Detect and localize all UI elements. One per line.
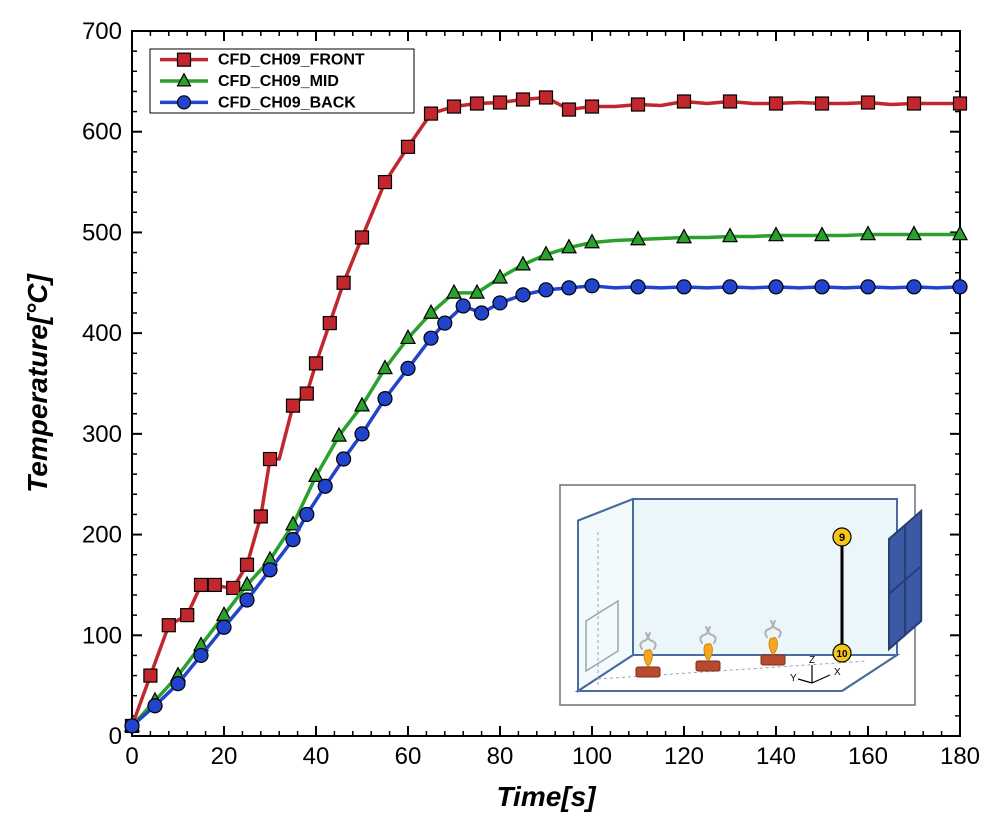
y-tick-label: 300 (82, 421, 122, 448)
x-tick-label: 0 (125, 743, 138, 770)
x-tick-label: 100 (572, 743, 612, 770)
x-tick-label: 80 (487, 743, 514, 770)
temperature-time-chart: 0 20 40 60 80 100 120 140 160 180 0 100 200 300 400 500… (0, 0, 992, 819)
sensor-10-label: 10 (836, 649, 848, 660)
x-tick-label: 120 (664, 743, 704, 770)
y-tick-label: 400 (82, 320, 122, 347)
sensor-9-label: 9 (839, 532, 845, 544)
legend: CFD_CH09_FRONT CFD_CH09_MID CFD_CH09_BACK (150, 49, 414, 113)
svg-text:Z: Z (809, 655, 815, 666)
y-tick-label: 100 (82, 622, 122, 649)
svg-text:X: X (834, 667, 841, 678)
y-axis-label: Temperature[°C] (22, 273, 53, 493)
y-tick-label: 500 (82, 219, 122, 246)
x-axis-label: Time[s] (496, 781, 597, 812)
x-tick-label: 40 (303, 743, 330, 770)
legend-label: CFD_CH09_FRONT (218, 52, 365, 69)
x-tick-label: 140 (756, 743, 796, 770)
x-tick-label: 60 (395, 743, 422, 770)
room-inset: 9 10 X Y Z (560, 485, 921, 705)
y-tick-label: 700 (82, 18, 122, 45)
svg-text:Y: Y (790, 673, 797, 684)
x-tick-label: 180 (940, 743, 980, 770)
x-tick-label: 160 (848, 743, 888, 770)
y-tick-label: 600 (82, 119, 122, 146)
y-tick-label: 200 (82, 522, 122, 549)
y-tick-label: 0 (109, 723, 122, 750)
legend-label: CFD_CH09_BACK (218, 94, 356, 111)
x-tick-label: 20 (211, 743, 238, 770)
legend-label: CFD_CH09_MID (218, 73, 339, 90)
